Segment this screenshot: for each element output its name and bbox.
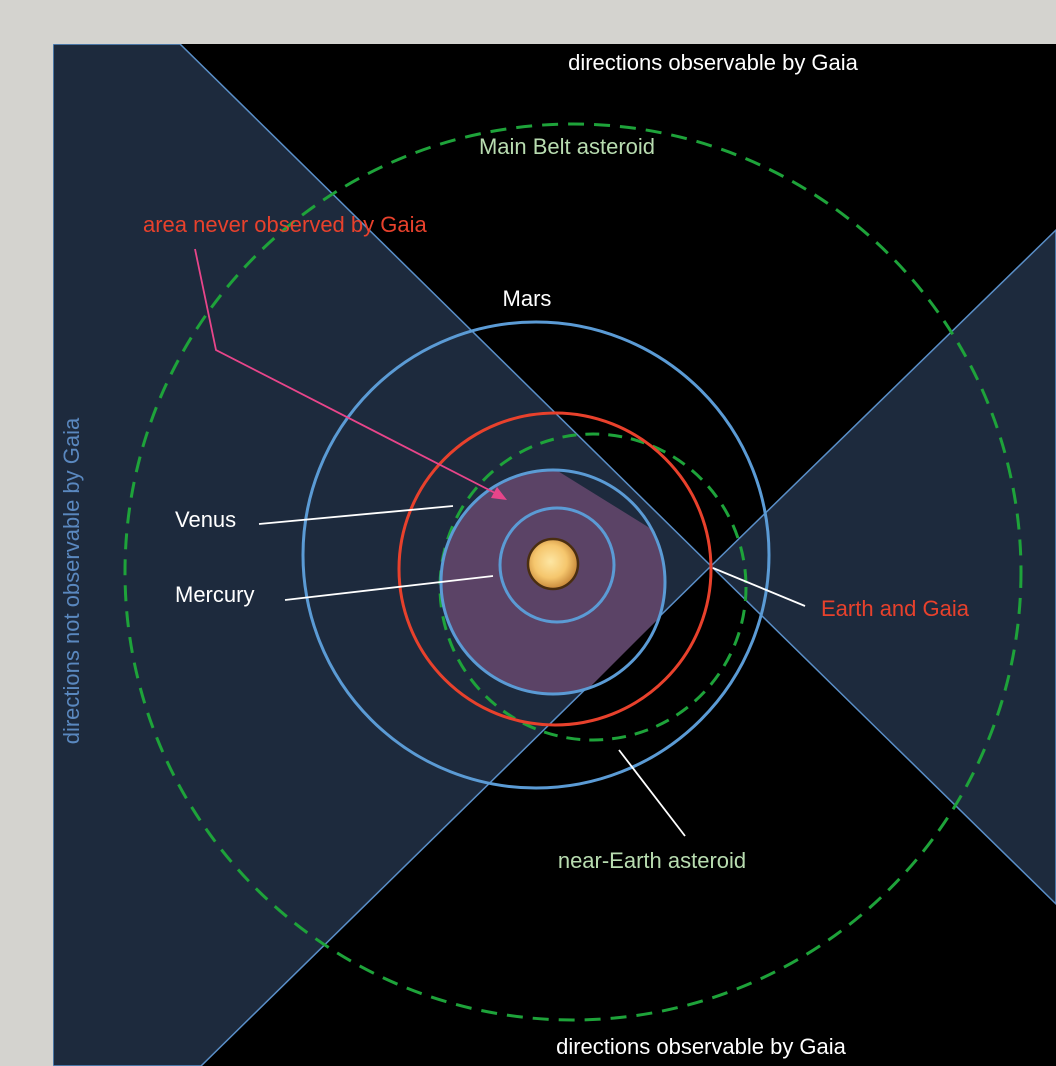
mercury-pointer [284, 575, 494, 601]
mars-label: Mars [503, 286, 552, 311]
side-directions-label: directions not observable by Gaia [59, 417, 84, 744]
mars-orbit [301, 320, 771, 790]
never-observed-pointer [194, 248, 498, 495]
venus-pointer [258, 505, 454, 525]
mercury-orbit [498, 506, 616, 624]
never-observed-area [441, 470, 665, 694]
near-earth-orbit [438, 432, 748, 742]
mercury-label: Mercury [175, 582, 254, 607]
earth-gaia-pointer [712, 567, 806, 607]
sun-icon [526, 537, 580, 591]
right-unobservable-wedge [709, 228, 1056, 906]
top-directions-label: directions observable by Gaia [568, 50, 859, 75]
bottom-directions-label: directions observable by Gaia [556, 1034, 847, 1059]
venus-label: Venus [175, 507, 236, 532]
earth-orbit [397, 411, 713, 727]
near-earth-pointer [618, 749, 686, 837]
earth-gaia-label: Earth and Gaia [821, 596, 970, 621]
diagram-panel: directions observable by Gaia Main Belt … [53, 44, 1056, 1066]
never-observed-label: area never observed by Gaia [143, 212, 427, 237]
near-earth-label: near-Earth asteroid [558, 848, 746, 873]
never-observed-arrowhead [491, 487, 507, 500]
gaia-observation-diagram: directions observable by Gaia Main Belt … [53, 44, 1056, 1066]
main-belt-orbit [123, 122, 1023, 1022]
main-belt-label: Main Belt asteroid [479, 134, 655, 159]
